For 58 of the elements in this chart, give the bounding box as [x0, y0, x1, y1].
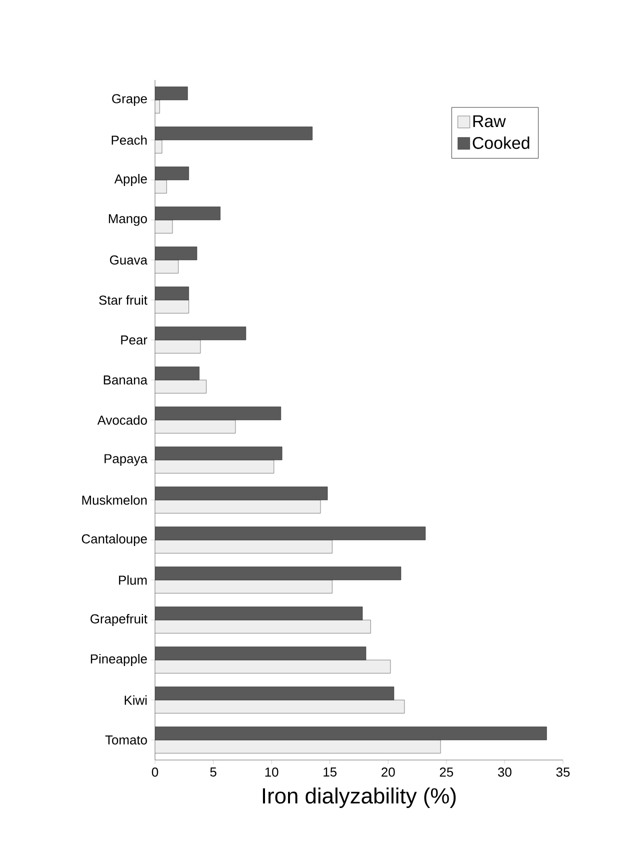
- bar: [155, 540, 332, 554]
- x-tick-label: 15: [324, 768, 337, 777]
- x-tick-label: 0: [152, 768, 158, 777]
- bar: [155, 740, 441, 754]
- bar: [155, 606, 363, 620]
- legend-label: Raw: [473, 115, 506, 128]
- bar: [155, 726, 547, 740]
- y-tick-label: Kiwi: [124, 695, 147, 705]
- bar: [155, 260, 178, 274]
- bar: [155, 700, 405, 714]
- bar: [155, 566, 402, 580]
- bar: [155, 420, 236, 434]
- bar: [155, 380, 206, 394]
- bar: [155, 366, 200, 380]
- bar: [155, 500, 321, 514]
- y-tick-label: Apple: [114, 174, 147, 186]
- y-tick-label: Plum: [119, 575, 147, 585]
- bar: [155, 206, 220, 220]
- bar: [155, 326, 246, 340]
- y-tick-label: Grape: [112, 94, 147, 106]
- bar: [155, 620, 371, 634]
- bar: [155, 300, 189, 314]
- x-tick-label: 10: [265, 768, 278, 777]
- legend-label: Cooked: [472, 136, 530, 149]
- y-tick-label: Star fruit: [99, 295, 148, 305]
- bar: [155, 446, 282, 460]
- y-tick-label: Pear: [121, 335, 148, 345]
- bar: [155, 580, 332, 594]
- y-tick-label: Guava: [110, 255, 148, 265]
- x-tick-label: 35: [556, 768, 570, 777]
- y-tick-label: Avocado: [97, 415, 147, 425]
- x-axis-title: Iron dialyzability (%): [262, 788, 456, 808]
- y-tick-label: Tomato: [105, 735, 147, 745]
- bar: [155, 486, 328, 500]
- bar: [155, 460, 274, 474]
- bar: [155, 86, 188, 100]
- bar: [155, 646, 366, 660]
- x-tick-label: 30: [498, 768, 512, 777]
- y-tick-label: Banana: [104, 375, 148, 385]
- bar: [155, 126, 312, 140]
- bar: [155, 686, 394, 700]
- x-tick-label: 5: [210, 768, 216, 777]
- bar: [155, 286, 189, 300]
- bar: [155, 166, 189, 180]
- bar: [155, 246, 198, 260]
- y-tick-label: Pineapple: [90, 654, 147, 666]
- bar: [155, 526, 426, 540]
- bar: [155, 660, 391, 674]
- y-tick-label: Papaya: [104, 454, 148, 466]
- bar: [155, 340, 201, 354]
- x-tick-label: 25: [440, 768, 454, 777]
- y-tick-label: Mango: [108, 214, 147, 226]
- x-tick-label: 20: [382, 768, 395, 777]
- y-tick-label: Grapefruit: [90, 614, 148, 626]
- y-tick-label: Peach: [112, 135, 147, 145]
- y-tick-label: Cantaloupe: [82, 534, 147, 546]
- bar: [155, 406, 282, 420]
- y-tick-label: Muskmelon: [82, 495, 147, 505]
